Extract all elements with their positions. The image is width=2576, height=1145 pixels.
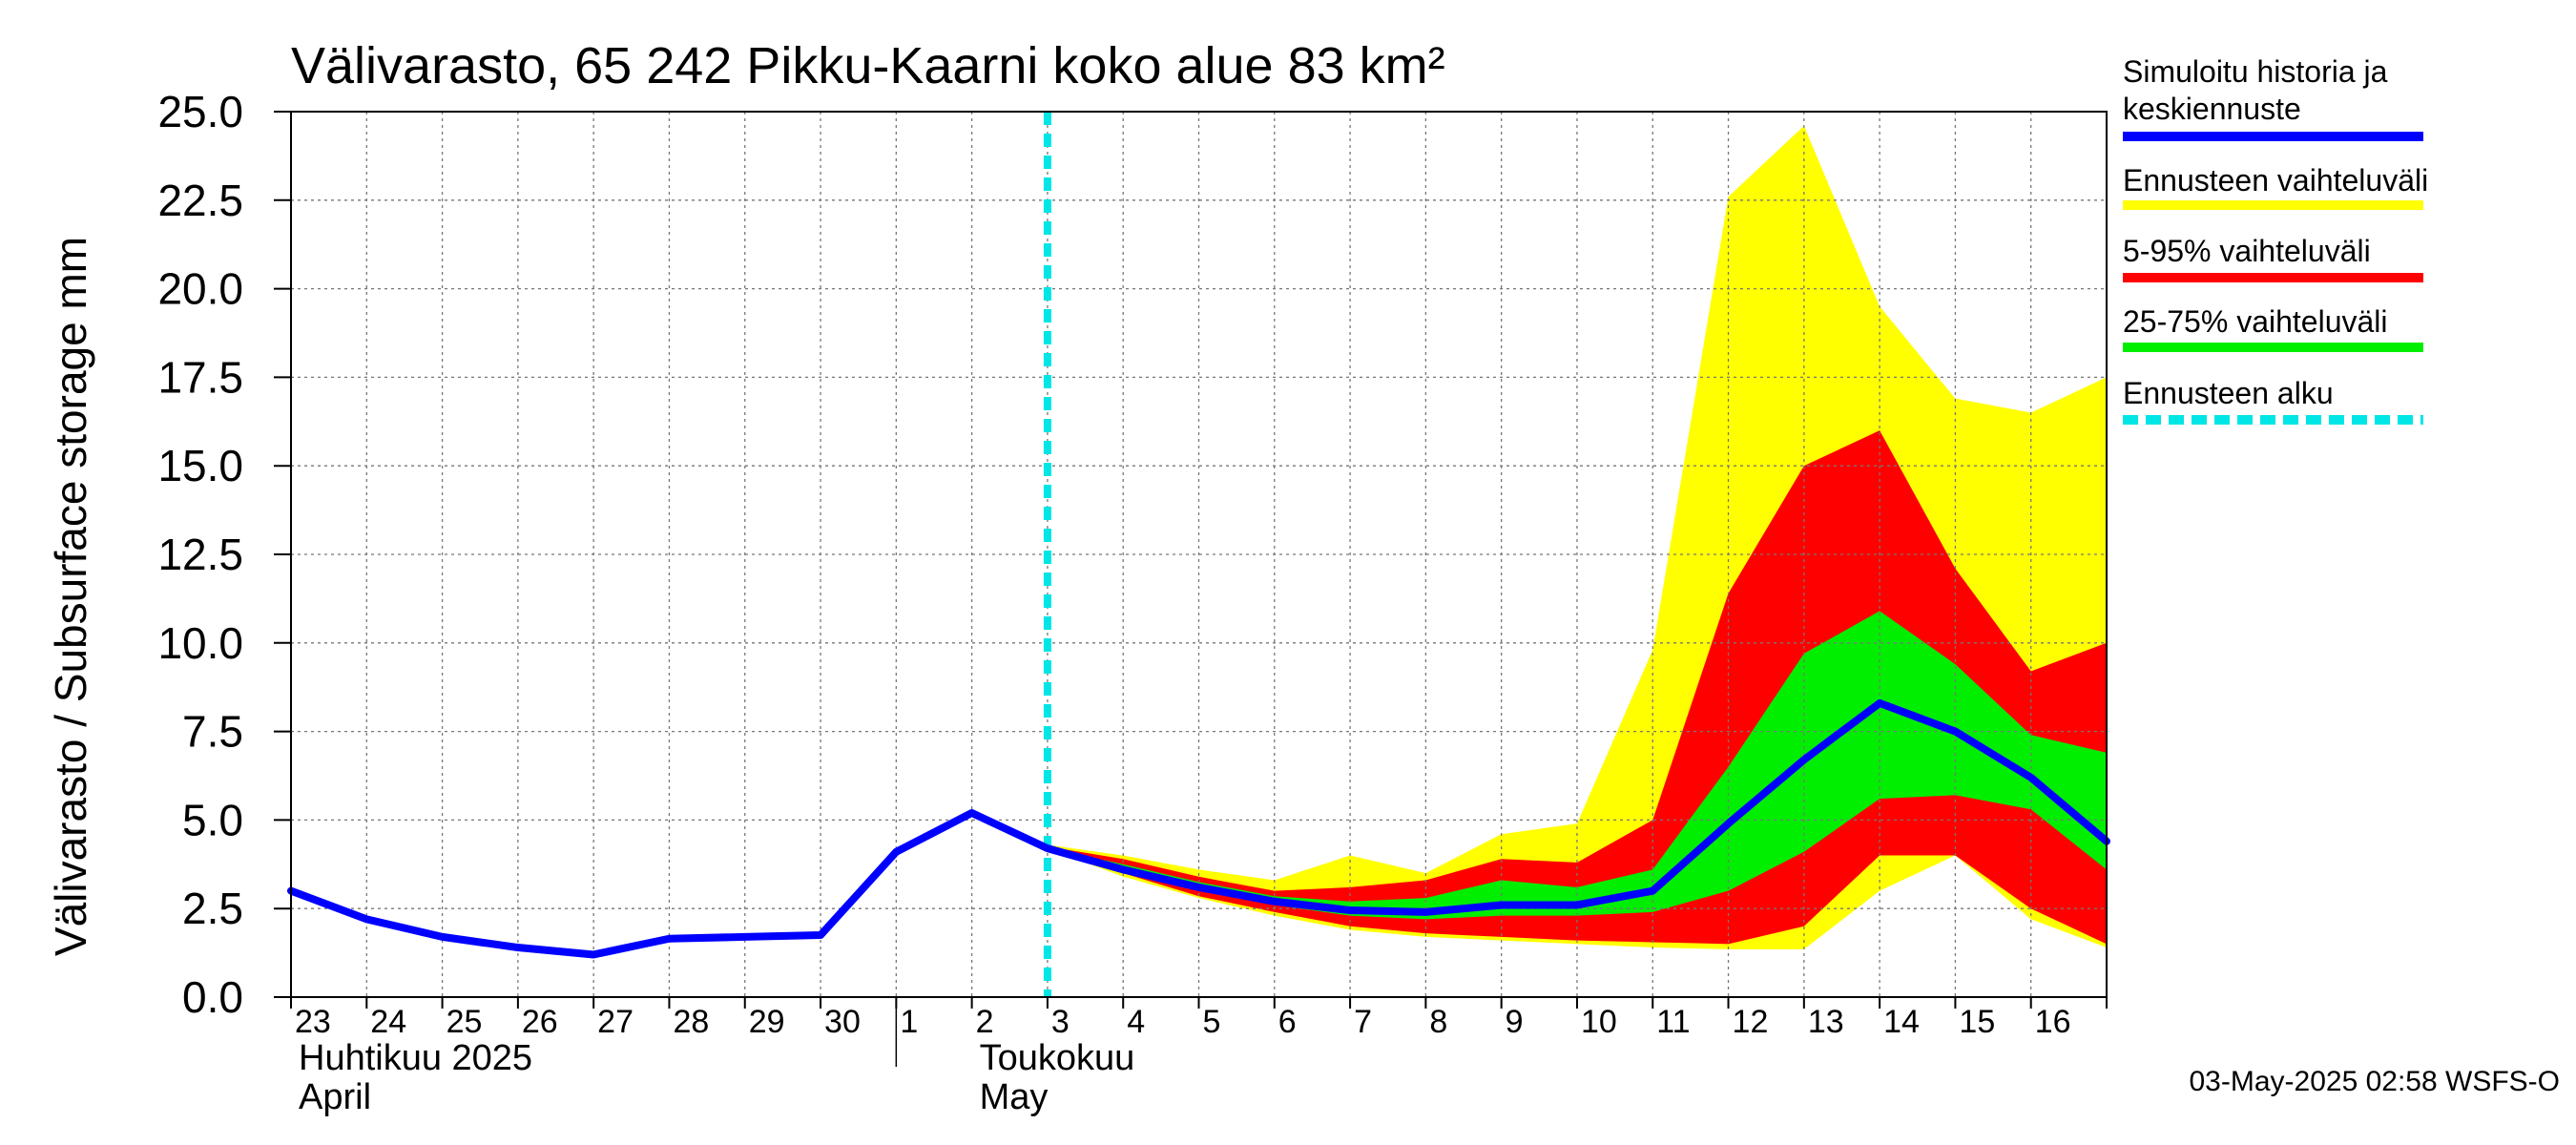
x-tick-label: 8 [1429,1004,1447,1040]
legend-label: 25-75% vaihteluväli [2123,304,2388,339]
y-tick-label: 15.0 [157,441,243,490]
x-tick-labels: 23 24 25 26 27 28 29 30 1 2 3 4 5 6 7 8 9 10 11 12 13 14 15 16 [295,1004,2071,1040]
x-tick-label: 6 [1278,1004,1297,1040]
x-tick-label: 23 [295,1004,331,1040]
y-tick-label: 7.5 [182,707,243,757]
x-tick-label: 13 [1808,1004,1844,1040]
legend-label: 5-95% vaihteluväli [2123,234,2371,268]
x-tick-label: 5 [1203,1004,1221,1040]
x-tick-label: 4 [1127,1004,1145,1040]
x-tick-label: 14 [1883,1004,1920,1040]
x-tick-label: 2 [976,1004,994,1040]
y-tick-label: 0.0 [182,972,243,1022]
y-tick-label: 5.0 [182,795,243,844]
legend-label: Simuloitu historia ja [2123,54,2388,89]
median-line [287,698,2110,959]
month-label-en: May [980,1077,1049,1117]
x-tick-label: 9 [1506,1004,1524,1040]
x-tick-label: 25 [447,1004,483,1040]
y-tick-label: 10.0 [157,618,243,668]
x-tick-label: 1 [900,1004,918,1040]
x-tick-label: 7 [1354,1004,1372,1040]
x-tick-label: 3 [1051,1004,1070,1040]
x-tick-label: 24 [370,1004,406,1040]
x-tick-label: 26 [522,1004,558,1040]
month-label-en: April [299,1077,371,1117]
chart-title: Välivarasto, 65 242 Pikku-Kaarni koko al… [291,37,1445,94]
timestamp: 03-May-2025 02:58 WSFS-O [2190,1066,2561,1097]
series-lines [287,112,2110,997]
axes [274,111,2108,1067]
x-tick-label: 12 [1733,1004,1769,1040]
forecast-bands [1047,125,2107,949]
y-tick-label: 17.5 [157,352,243,402]
month-label: Toukokuu [980,1038,1135,1078]
legend-label: Ennusteen vaihteluväli [2123,163,2428,198]
legend-label: Ennusteen alku [2123,376,2334,410]
y-tick-label: 2.5 [182,884,243,933]
x-tick-label: 11 [1656,1004,1690,1040]
x-tick-label: 16 [2035,1004,2071,1040]
legend-label: keskiennuste [2123,92,2301,126]
y-axis-label: Välivarasto / Subsurface storage mm [46,237,95,956]
x-tick-label: 10 [1581,1004,1617,1040]
y-tick-label: 25.0 [157,87,243,136]
y-tick-label: 22.5 [157,176,243,225]
x-tick-label: 30 [824,1004,861,1040]
x-tick-label: 27 [597,1004,634,1040]
x-tick-label: 15 [1959,1004,1995,1040]
y-tick-labels: 0.0 2.5 5.0 7.5 10.0 12.5 15.0 17.5 20.0 22.5 25.0 [157,87,243,1022]
x-tick-label: 28 [673,1004,709,1040]
band-2 [1047,611,2107,920]
month-label: Huhtikuu 2025 [299,1038,532,1078]
y-tick-label: 12.5 [157,530,243,579]
y-tick-label: 20.0 [157,264,243,314]
grid [291,112,2107,997]
x-tick-label: 29 [749,1004,785,1040]
